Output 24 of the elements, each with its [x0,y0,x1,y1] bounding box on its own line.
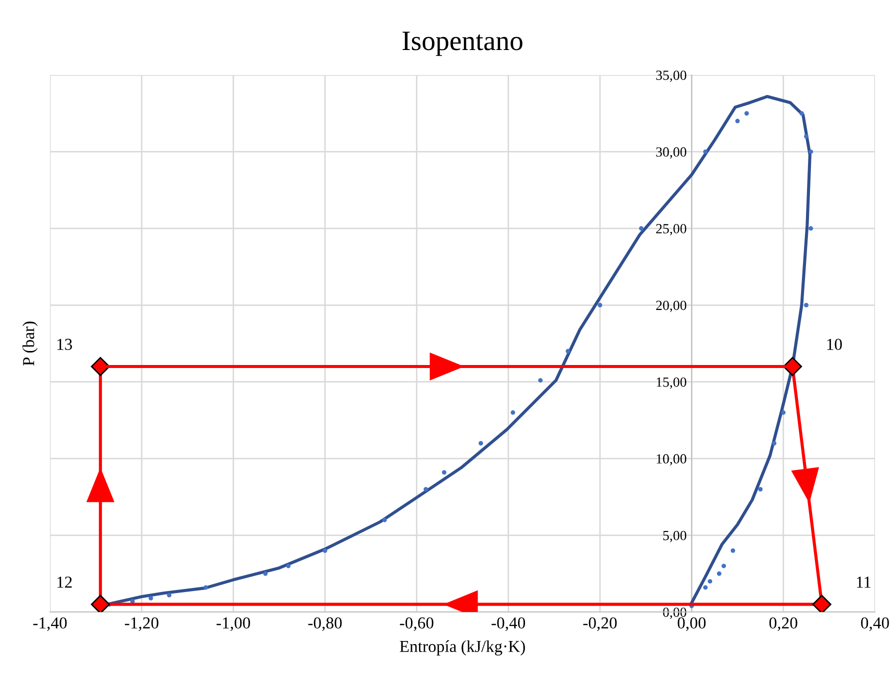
y-tick-label: 35,00 [656,70,686,82]
y-tick-label: 30,00 [656,147,686,159]
x-tick-label: -1,20 [124,617,158,631]
x-tick-label: 0,40 [861,617,889,631]
x-tick-label: -0,20 [583,617,617,631]
annotation: 11 [856,576,871,588]
y-tick-label: 20,00 [656,300,686,312]
x-tick-label: -0,60 [400,617,434,631]
annotation: 12 [57,576,72,588]
x-tick-label: 0,20 [769,617,798,631]
y-tick-label: 25,00 [656,224,686,236]
x-tick-label: -1,00 [216,617,250,631]
x-tick-label: -1,40 [33,617,67,631]
chart-title: Isopentano [402,32,522,56]
x-axis-title: Entropía (kJ/kg·K) [400,640,525,656]
x-tick-label: -0,80 [308,617,342,631]
x-tick-label: 0,00 [678,617,706,631]
y-tick-label: 10,00 [656,454,686,466]
y-axis-title: P (bar) [22,322,38,366]
y-tick-label: 5,00 [663,530,686,542]
annotation: 10 [827,338,842,350]
y-tick-label: 15,00 [656,377,686,389]
x-tick-label: -0,40 [492,617,526,631]
annotation: 13 [57,338,72,350]
